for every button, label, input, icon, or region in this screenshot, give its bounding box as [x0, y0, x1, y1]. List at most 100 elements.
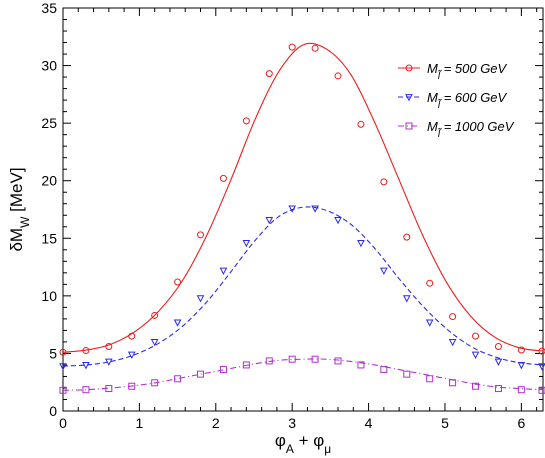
data-point	[242, 239, 251, 248]
x-tick-label: 4	[365, 415, 373, 431]
data-point	[494, 343, 502, 351]
data-point	[517, 346, 525, 354]
data-point	[472, 332, 480, 340]
y-tick-label: 20	[41, 173, 57, 189]
y-tick-label: 25	[41, 115, 57, 131]
data-point	[128, 332, 136, 340]
y-tick-label: 35	[41, 0, 57, 16]
data-point	[59, 348, 67, 356]
data-point	[357, 239, 365, 248]
data-point	[405, 94, 413, 102]
data-point	[380, 267, 388, 275]
data-point	[448, 339, 457, 347]
y-tick-label: 30	[41, 58, 57, 74]
x-tick-label: 0	[59, 415, 67, 431]
plot-frame	[62, 7, 544, 412]
axis-ticks: 0 1 2 3 4 5 6 0 5 10 15 20 25 30 35	[41, 0, 543, 431]
data-point	[265, 357, 273, 365]
series-3	[59, 355, 545, 394]
data-point	[265, 216, 274, 225]
data-point	[127, 351, 136, 359]
data-point	[403, 370, 411, 378]
data-point	[265, 70, 273, 78]
data-series	[59, 42, 545, 394]
data-point	[357, 361, 365, 369]
data-point	[405, 122, 413, 130]
data-point	[538, 363, 545, 371]
data-point	[334, 216, 342, 225]
data-point	[242, 361, 250, 369]
axis-titles: φA + φμ δMW [MeV]	[7, 167, 331, 456]
data-point	[173, 319, 182, 327]
series-2	[59, 205, 545, 371]
data-point	[311, 205, 319, 213]
data-point	[494, 385, 502, 393]
data-point	[311, 44, 319, 52]
data-point	[380, 366, 388, 374]
y-axis-title: δMW [MeV]	[7, 167, 32, 251]
legend-entry: Ml̃ = 1000 GeV	[398, 119, 515, 140]
data-point	[425, 319, 434, 327]
data-point	[288, 205, 297, 213]
data-point	[174, 278, 182, 286]
x-tick-label: 3	[288, 415, 296, 431]
data-point	[288, 43, 296, 51]
data-point	[334, 357, 342, 365]
y-tick-label: 10	[41, 288, 57, 304]
data-point	[150, 339, 159, 347]
plot-area-border	[62, 7, 544, 412]
data-point	[151, 379, 159, 387]
data-point	[426, 375, 434, 383]
legend-label: Ml̃ = 600 GeV	[427, 90, 508, 111]
data-point	[196, 295, 205, 303]
data-point	[426, 279, 434, 287]
data-point	[288, 355, 296, 363]
data-point	[403, 233, 411, 241]
data-point	[242, 117, 250, 125]
x-tick-label: 5	[441, 415, 449, 431]
data-point	[82, 362, 90, 370]
legend-label: Ml̃ = 1000 GeV	[427, 119, 515, 140]
series-line	[62, 206, 544, 367]
legend: Ml̃ = 500 GeV Ml̃ = 600 GeV Ml̃ = 1000 GeV	[398, 61, 515, 140]
data-point	[197, 370, 205, 378]
data-point	[128, 382, 136, 390]
data-point	[357, 120, 365, 128]
data-point	[219, 267, 228, 275]
series-line	[62, 358, 544, 391]
y-tick-label: 5	[49, 345, 57, 361]
data-point	[449, 379, 457, 387]
y-tick-label: 0	[49, 403, 57, 419]
data-point	[380, 178, 388, 186]
data-point	[471, 351, 480, 359]
x-tick-label: 6	[517, 415, 525, 431]
series-1	[59, 42, 545, 356]
x-tick-label: 2	[212, 415, 220, 431]
data-point	[59, 386, 67, 394]
data-point	[405, 64, 413, 72]
data-point	[402, 295, 411, 303]
data-point	[449, 313, 457, 321]
x-tick-label: 1	[135, 415, 143, 431]
data-point	[82, 347, 90, 355]
legend-entry: Ml̃ = 500 GeV	[398, 61, 508, 82]
y-tick-label: 15	[41, 230, 57, 246]
series-line	[62, 42, 544, 353]
data-point	[151, 311, 159, 319]
data-point	[472, 382, 480, 390]
data-point	[105, 358, 113, 366]
data-point	[538, 386, 545, 394]
data-point	[538, 347, 545, 355]
legend-label: Ml̃ = 500 GeV	[427, 61, 508, 82]
data-point	[59, 363, 67, 371]
data-point	[197, 231, 205, 239]
data-point	[219, 366, 227, 374]
data-point	[517, 362, 526, 370]
data-point	[219, 174, 227, 182]
legend-entry: Ml̃ = 600 GeV	[398, 90, 508, 111]
data-point	[82, 386, 90, 394]
data-point	[105, 385, 113, 393]
data-point	[174, 375, 182, 383]
data-point	[494, 358, 503, 366]
